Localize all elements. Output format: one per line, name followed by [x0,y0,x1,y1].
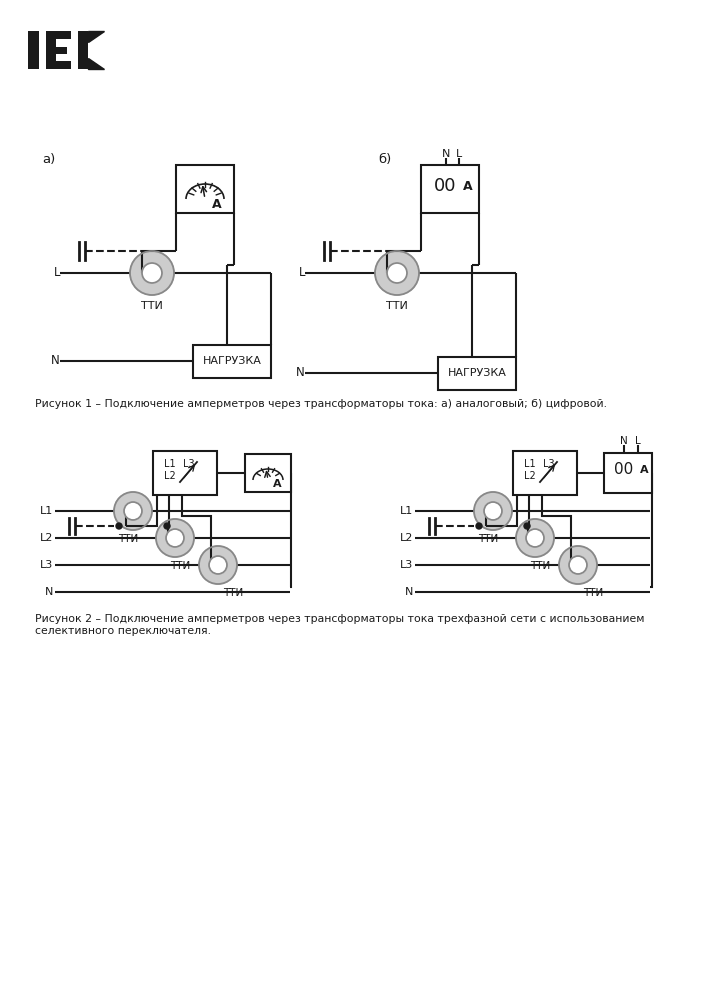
Circle shape [166,529,184,547]
Circle shape [156,519,194,557]
Text: L2: L2 [400,533,413,543]
Text: L1: L1 [524,459,536,469]
Text: ТТИ: ТТИ [170,561,190,571]
Text: L3: L3 [543,459,555,469]
Circle shape [142,263,162,283]
Bar [153,451,217,495]
Circle shape [164,523,170,529]
Text: ТТИ: ТТИ [583,588,603,598]
Text: A: A [640,465,648,475]
Circle shape [526,529,544,547]
Text: N: N [620,436,628,446]
Bar [245,454,291,492]
Text: НАГРУЗКА: НАГРУЗКА [447,368,506,378]
Text: ТТИ: ТТИ [530,561,550,571]
Text: ТТИ: ТТИ [223,588,243,598]
Text: N: N [405,587,413,597]
Text: L3: L3 [40,560,53,570]
Circle shape [375,251,419,295]
Text: ТТИ: ТТИ [141,301,163,311]
Bar [56,47,67,54]
Bar [46,31,56,69]
Text: A: A [273,479,281,489]
Text: L: L [456,149,462,159]
Text: ТТИ: ТТИ [386,301,408,311]
Bar [28,31,39,69]
Circle shape [199,546,237,584]
Text: ТТИ: ТТИ [118,534,138,544]
Text: б): б) [378,153,391,166]
Circle shape [124,502,142,520]
Bar [56,31,71,39]
Polygon shape [88,31,104,42]
Text: ТТИ: ТТИ [478,534,498,544]
Circle shape [476,523,482,529]
Text: 00: 00 [434,177,457,195]
Text: N: N [442,149,450,159]
Circle shape [114,492,152,530]
Bar [176,165,234,213]
Text: L: L [53,267,60,280]
Circle shape [516,519,554,557]
Text: L3: L3 [183,459,195,469]
Text: НАГРУЗКА: НАГРУЗКА [203,356,262,366]
Text: L3: L3 [400,560,413,570]
Polygon shape [88,58,104,69]
Text: L1: L1 [164,459,176,469]
Text: L1: L1 [40,506,53,516]
Text: N: N [51,355,60,368]
Circle shape [484,502,502,520]
Text: A: A [463,180,473,193]
Text: а): а) [42,153,55,166]
Bar [604,453,652,493]
Circle shape [209,556,227,574]
Text: N: N [296,367,305,380]
Circle shape [387,263,407,283]
Text: L: L [635,436,641,446]
Text: L2: L2 [164,471,176,481]
Text: Рисунок 1 – Подключение амперметров через трансформаторы тока: а) аналоговый; б): Рисунок 1 – Подключение амперметров чере… [35,399,607,409]
Circle shape [474,492,512,530]
Circle shape [116,523,122,529]
Text: N: N [45,587,53,597]
Text: L: L [298,267,305,280]
Circle shape [130,251,174,295]
Bar [193,345,271,378]
Bar [438,357,516,390]
Text: Рисунок 2 – Подключение амперметров через трансформаторы тока трехфазной сети с : Рисунок 2 – Подключение амперметров чере… [35,614,644,635]
Bar [421,165,479,213]
Bar [78,31,88,69]
Circle shape [559,546,597,584]
Text: L2: L2 [524,471,536,481]
Text: L1: L1 [400,506,413,516]
Circle shape [524,523,530,529]
Bar [56,61,71,69]
Bar [513,451,577,495]
Text: L2: L2 [40,533,53,543]
Text: 00: 00 [615,463,634,478]
Text: A: A [212,199,222,212]
Circle shape [569,556,587,574]
